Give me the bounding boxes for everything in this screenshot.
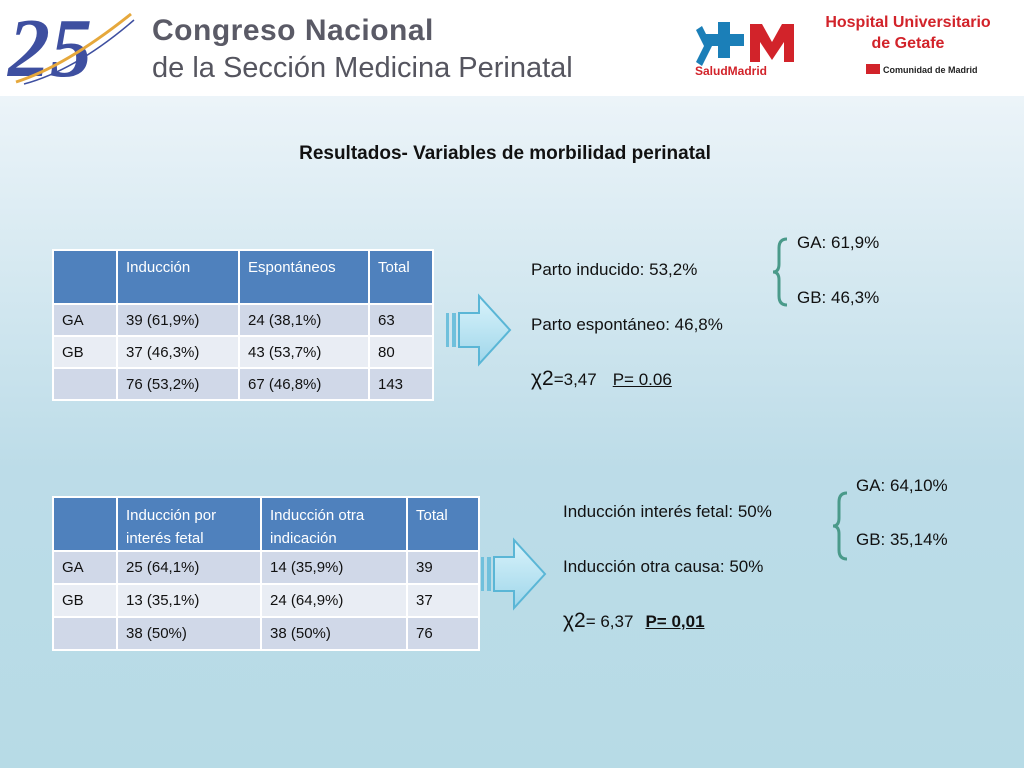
table-cell: 76 [406, 616, 480, 651]
comunidad-madrid-logo: Comunidad de Madrid [866, 64, 978, 75]
table-cell: 63 [368, 303, 434, 337]
table-row: 76 (53,2%) 67 (46,8%) 143 [52, 367, 434, 401]
congress-25-logo: 25 [6, 6, 135, 86]
hospital-name-line1: Hospital Universitario [825, 14, 991, 31]
table-cell: 67 (46,8%) [238, 367, 370, 401]
curly-brace-icon [772, 237, 788, 307]
table-cell: 143 [368, 367, 434, 401]
table-cell: 24 (38,1%) [238, 303, 370, 337]
stat-parto-inducido: Parto inducido: 53,2% [531, 260, 698, 279]
chi-symbol: χ2 [531, 367, 554, 390]
induction-table: Inducción Espontáneos Total GA 39 (61,9%… [52, 249, 434, 401]
stat-parto-espontaneo: Parto espontáneo: 46,8% [531, 315, 723, 334]
chi-square-result-2: χ2= 6,37 P= 0,01 [563, 609, 705, 633]
table-header-row: Inducción Espontáneos Total [52, 249, 434, 305]
table-row: GA 39 (61,9%) 24 (38,1%) 63 [52, 303, 434, 337]
header-cell-empty [52, 496, 118, 552]
row-label: GB [52, 583, 118, 618]
chi-symbol: χ2 [563, 609, 586, 632]
table-header-row: Inducción por interés fetal Inducción ot… [52, 496, 480, 552]
slide-title: Resultados- Variables de morbilidad peri… [299, 143, 711, 164]
salud-madrid-text: SaludMadrid [695, 64, 768, 78]
row-label [52, 616, 118, 651]
row-label: GB [52, 335, 118, 369]
table-row: 38 (50%) 38 (50%) 76 [52, 616, 480, 651]
congress-title-line2: de la Sección Medicina Perinatal [152, 52, 573, 84]
table-cell: 25 (64,1%) [116, 550, 262, 585]
p-value: P= 0.06 [612, 370, 672, 389]
table-row: GB 37 (46,3%) 43 (53,7%) 80 [52, 335, 434, 369]
header-cell-total: Total [368, 249, 434, 305]
congress-title-line1: Congreso Nacional [152, 14, 434, 47]
header-cell-empty [52, 249, 118, 305]
stat-gb-percentage: GB: 35,14% [856, 530, 948, 549]
chi-value: =3,47 [553, 370, 597, 389]
stat-ga-percentage: GA: 64,10% [856, 476, 948, 495]
header-cell-otra-indicacion: Inducción otra indicación [260, 496, 408, 552]
stat-induccion-otra-causa: Inducción otra causa: 50% [563, 557, 764, 576]
table-cell: 24 (64,9%) [260, 583, 408, 618]
table-cell: 37 (46,3%) [116, 335, 240, 369]
logo-number: 25 [6, 6, 92, 86]
table-cell: 39 [406, 550, 480, 585]
right-arrow-icon [446, 293, 512, 367]
comunidad-text: Comunidad de Madrid [883, 65, 978, 75]
stat-gb-percentage: GB: 46,3% [797, 288, 880, 307]
stat-induccion-interes-fetal: Inducción interés fetal: 50% [563, 502, 772, 521]
table-cell: 13 (35,1%) [116, 583, 262, 618]
table-cell: 38 (50%) [260, 616, 408, 651]
right-arrow-icon [481, 537, 547, 611]
curly-brace-icon [832, 491, 848, 561]
row-label: GA [52, 303, 118, 337]
row-label: GA [52, 550, 118, 585]
stat-ga-percentage: GA: 61,9% [797, 233, 880, 252]
chi-square-result-1: χ2=3,47 P= 0.06 [531, 367, 672, 391]
header-cell-interes-fetal: Inducción por interés fetal [116, 496, 262, 552]
header-banner: 25 Congreso Nacional de la Sección Medic… [0, 0, 1024, 96]
table-cell: 39 (61,9%) [116, 303, 240, 337]
chi-value: = 6,37 [585, 612, 634, 631]
hospital-name-line2: de Getafe [871, 35, 945, 52]
row-label [52, 367, 118, 401]
table-cell: 76 (53,2%) [116, 367, 240, 401]
table-cell: 80 [368, 335, 434, 369]
p-value: P= 0,01 [645, 612, 705, 631]
header-cell-induccion: Inducción [116, 249, 240, 305]
table-cell: 38 (50%) [116, 616, 262, 651]
comunidad-flag-icon [866, 64, 880, 74]
table-cell: 43 (53,7%) [238, 335, 370, 369]
header-cell-total: Total [406, 496, 480, 552]
induction-reason-table: Inducción por interés fetal Inducción ot… [52, 496, 480, 651]
table-row: GB 13 (35,1%) 24 (64,9%) 37 [52, 583, 480, 618]
table-row: GA 25 (64,1%) 14 (35,9%) 39 [52, 550, 480, 585]
table-cell: 37 [406, 583, 480, 618]
table-cell: 14 (35,9%) [260, 550, 408, 585]
salud-madrid-logo [696, 22, 794, 66]
header-cell-espontaneos: Espontáneos [238, 249, 370, 305]
